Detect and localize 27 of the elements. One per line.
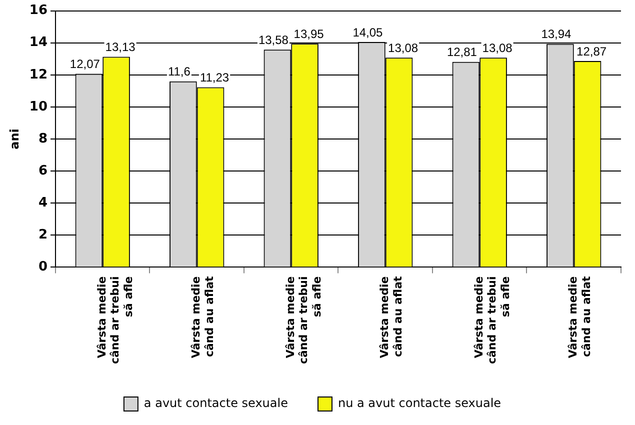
y-tick-label: 12 xyxy=(29,67,48,82)
y-tick-label: 16 xyxy=(29,3,48,18)
y-tick-label: 14 xyxy=(29,35,48,50)
data-label: 12,81 xyxy=(446,45,478,60)
y-tick-label: 10 xyxy=(29,99,48,114)
x-tick-label: Vârsta medie când ar trebui să afle xyxy=(95,276,135,364)
legend-label: nu a avut contacte sexuale xyxy=(338,396,502,410)
data-label: 13,95 xyxy=(294,26,324,41)
data-label: 11,23 xyxy=(200,70,230,85)
y-axis-title: ani xyxy=(7,128,22,150)
y-tick-label: 4 xyxy=(38,195,48,210)
data-label: 13,08 xyxy=(388,40,418,55)
y-tick-label: 6 xyxy=(38,163,48,178)
y-tick-label: 8 xyxy=(38,131,48,146)
data-label: 11,6 xyxy=(168,64,191,79)
data-label: 12,07 xyxy=(70,57,100,72)
y-tick-label: 2 xyxy=(38,228,48,243)
data-label: 13,08 xyxy=(482,40,513,55)
data-label: 13,58 xyxy=(258,32,289,47)
x-tick-label: Vârsta medie când ar trebui să afle xyxy=(472,276,512,364)
data-label: 13,94 xyxy=(541,27,572,42)
x-tick-label: Vârsta medie când ar trebui să afle xyxy=(284,276,324,364)
data-label: 13,13 xyxy=(105,40,136,54)
data-label: 12,87 xyxy=(576,44,607,58)
legend-label: a avut contacte sexuale xyxy=(144,396,288,410)
data-label: 14,05 xyxy=(352,25,384,40)
y-tick-label: 0 xyxy=(38,260,48,275)
